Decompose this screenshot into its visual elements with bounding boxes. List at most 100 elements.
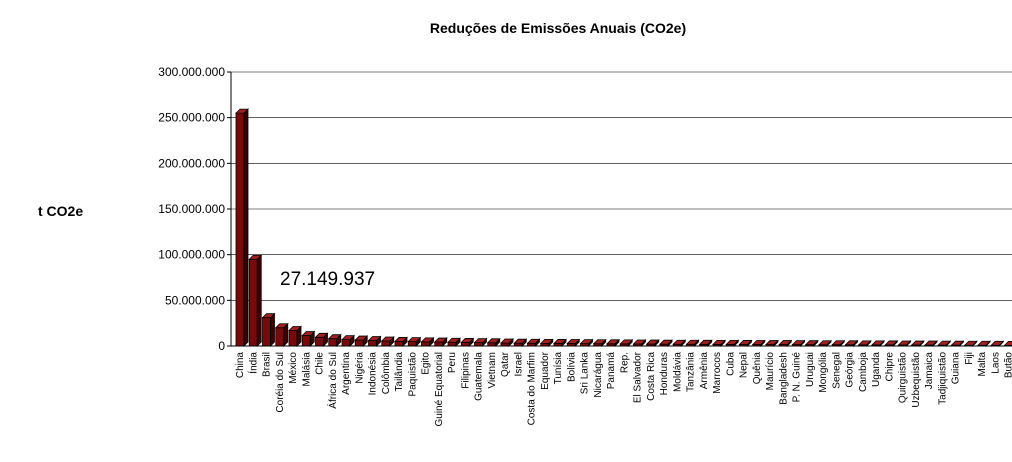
bar-front <box>474 342 483 347</box>
x-tick-label: Nigéria <box>354 352 365 384</box>
bars <box>235 108 1012 347</box>
bar <box>288 325 302 347</box>
bar-front <box>421 341 430 347</box>
bar-side <box>270 312 275 347</box>
bar-top <box>566 339 581 344</box>
bar <box>380 336 395 347</box>
x-tick-label: Quirguistão <box>898 352 909 404</box>
bar-top <box>910 340 925 346</box>
x-tick-label: Senegal <box>831 352 842 389</box>
x-tick-label: Indonésia <box>368 352 379 396</box>
bar-front <box>381 340 391 347</box>
bar-top <box>314 332 329 338</box>
bar-front <box>407 341 417 347</box>
bar <box>407 336 422 347</box>
bar <box>857 339 872 347</box>
bar <box>937 340 952 347</box>
bar-top <box>553 339 567 344</box>
x-tick-label: Tailândia <box>394 352 405 392</box>
bar <box>751 339 766 347</box>
bar-top <box>380 336 395 342</box>
bar-top <box>698 339 713 345</box>
x-tick-label: Nepal <box>739 352 750 378</box>
bar <box>818 339 832 347</box>
bar-top <box>712 339 726 345</box>
bar <box>500 338 514 347</box>
bar-top <box>778 340 793 345</box>
bar-top <box>963 340 978 346</box>
x-tick-label: Qatar <box>500 351 511 377</box>
x-tick-label: Paquistão <box>407 352 418 397</box>
x-tick-label: Vietnam <box>487 352 498 389</box>
bar <box>645 339 660 347</box>
bar-top <box>354 335 369 341</box>
bar-top <box>460 338 475 343</box>
bar-top <box>407 337 422 343</box>
bar <box>433 337 448 347</box>
bar-top <box>804 340 819 346</box>
bar <box>460 337 475 347</box>
bar <box>910 340 925 347</box>
y-tick-label: 300.000.000 <box>158 65 225 79</box>
bar <box>950 340 965 347</box>
x-tick-label: Uganda <box>871 352 882 387</box>
bar-front <box>328 338 338 347</box>
bar <box>606 338 620 347</box>
bar-top <box>248 254 263 260</box>
bar <box>367 335 382 347</box>
x-tick-label: Peru <box>447 352 458 373</box>
bar-top <box>301 331 316 336</box>
bar-top <box>924 340 938 346</box>
bar-top <box>738 340 753 345</box>
bar <box>579 338 594 347</box>
bar <box>341 334 355 347</box>
bar-top <box>235 108 249 114</box>
bar-top <box>394 337 408 342</box>
bar <box>513 338 528 347</box>
bar <box>765 339 779 347</box>
x-tick-label: Maurício <box>765 352 776 391</box>
bar-top <box>645 339 660 345</box>
bar-top <box>579 339 594 345</box>
bar-front <box>368 340 377 347</box>
bar-top <box>1003 340 1012 346</box>
bar-top <box>950 340 965 346</box>
gridlines <box>231 71 1012 301</box>
bar <box>274 322 289 347</box>
bar <box>659 339 673 347</box>
y-axis-label: t CO2e <box>38 203 83 219</box>
bar-top <box>433 337 448 343</box>
x-tick-label: Marrocos <box>712 352 723 394</box>
bar-top <box>937 340 952 346</box>
bar <box>301 330 316 347</box>
bar-top <box>500 338 514 344</box>
bar-front <box>434 341 444 347</box>
x-tick-label: Armênia <box>699 352 710 390</box>
x-tick-label: Honduras <box>659 352 670 395</box>
bar-top <box>831 340 846 346</box>
x-tick-label: Rep. <box>619 352 630 373</box>
x-tick-label: Cuba <box>725 352 736 376</box>
x-tick-label: México <box>288 352 299 384</box>
bar <box>804 339 819 347</box>
bar <box>884 339 899 347</box>
bar <box>871 339 885 347</box>
x-tick-label: Chile <box>315 352 326 375</box>
bar-top <box>765 340 779 345</box>
bar-front <box>341 339 351 347</box>
x-tick-label: Guatemala <box>474 352 485 401</box>
bar-top <box>341 335 355 341</box>
y-tick-label: 200.000.000 <box>158 156 225 170</box>
x-tick-label: Uzbequistão <box>911 352 922 408</box>
bar <box>248 254 263 347</box>
x-tick-label: Israel <box>513 352 524 376</box>
x-tick-label: Coréia do Sul <box>275 352 286 413</box>
x-tick-label: Uruguai <box>805 352 816 387</box>
bar <box>738 339 753 347</box>
bar-top <box>897 340 912 346</box>
bar-top <box>857 340 872 346</box>
bar-top <box>791 340 806 346</box>
bar <box>354 335 369 347</box>
y-tick-label: 250.000.000 <box>158 111 225 125</box>
